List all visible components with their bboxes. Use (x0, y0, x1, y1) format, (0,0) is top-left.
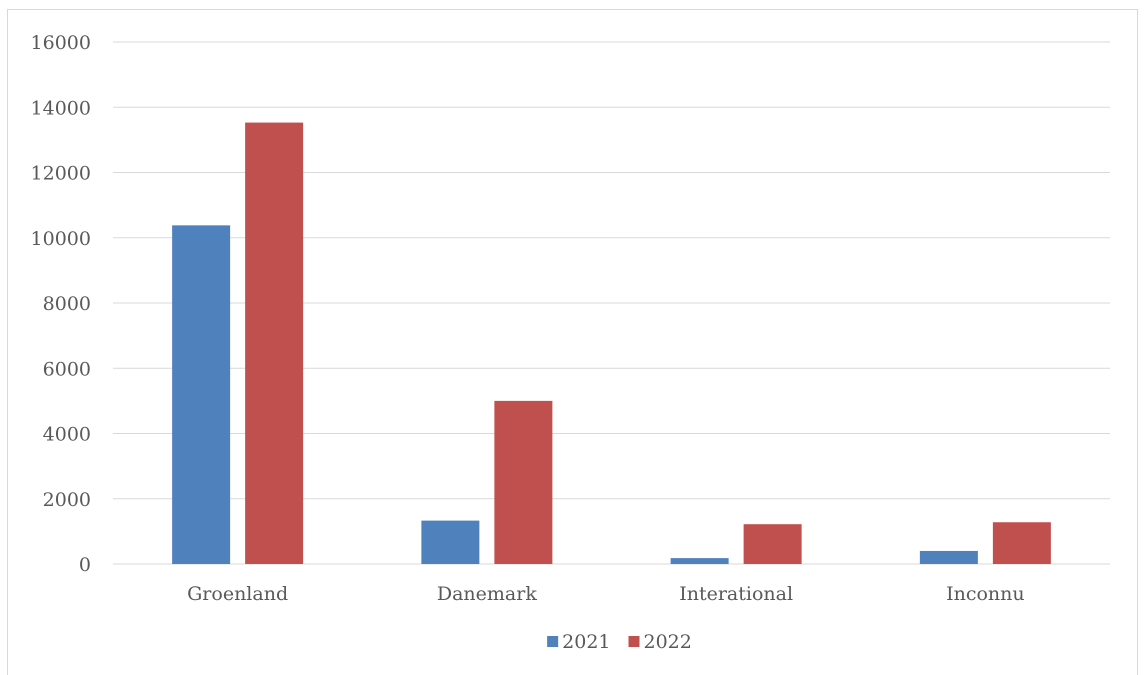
y-tick-label: 4000 (43, 424, 91, 446)
bar-2022-inconnu (992, 522, 1051, 564)
legend-swatch-2022 (628, 636, 640, 647)
x-tick-label: Danemark (437, 583, 537, 605)
x-axis-tick-labels: Groenland Danemark Interational Inconnu (187, 583, 1025, 605)
legend-label-2022: 2022 (644, 631, 692, 653)
bar-2021-inconnu (919, 550, 978, 564)
x-tick-label: Inconnu (946, 583, 1025, 605)
bar-2022-groenland (245, 122, 304, 565)
legend-swatch-2021 (547, 636, 559, 647)
y-tick-label: 14000 (31, 97, 91, 119)
legend-label-2021: 2021 (562, 631, 610, 653)
y-tick-label: 12000 (31, 163, 91, 185)
x-tick-label: Interational (679, 583, 793, 605)
y-axis-tick-labels: 0 2000 4000 6000 8000 10000 12000 14000 16000 (31, 32, 91, 576)
y-tick-label: 8000 (43, 293, 91, 315)
bar-2021-groenland (172, 225, 231, 565)
bar-2021-danemark (421, 520, 480, 564)
y-tick-label: 2000 (43, 489, 91, 511)
y-tick-label: 10000 (31, 228, 91, 250)
legend: 2021 2022 (547, 631, 692, 653)
bar-2022-danemark (494, 400, 553, 564)
y-tick-label: 6000 (43, 358, 91, 380)
y-tick-label: 0 (79, 554, 91, 576)
x-tick-label: Groenland (187, 583, 288, 605)
bar-2021-interational (670, 558, 729, 564)
bar-2022-interational (743, 524, 802, 564)
y-tick-label: 16000 (31, 32, 91, 54)
bars (172, 122, 1051, 565)
